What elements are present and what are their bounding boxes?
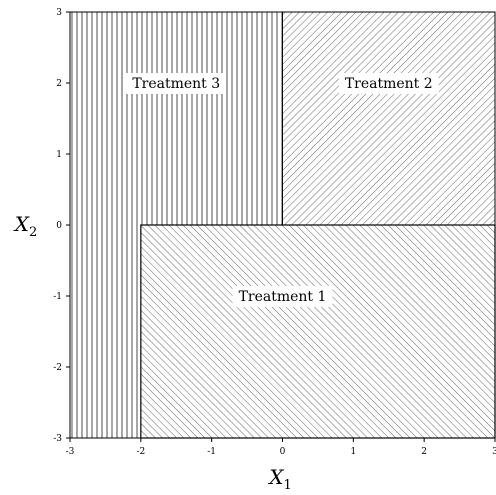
treatment-1-label-text: Treatment 1 bbox=[239, 289, 327, 305]
y-tick-label: 1 bbox=[56, 150, 62, 160]
x-tick-label: 3 bbox=[492, 447, 496, 457]
treatment-3-label-text: Treatment 3 bbox=[132, 76, 220, 92]
y-tick-label: -1 bbox=[53, 292, 62, 302]
x-tick-label: 0 bbox=[280, 447, 286, 457]
x-tick-label: -1 bbox=[207, 447, 216, 457]
treatment-3-region-top bbox=[70, 12, 283, 225]
y-tick-label: 3 bbox=[56, 8, 62, 18]
x-axis-title: X1 bbox=[267, 465, 292, 493]
x-tick-label: -3 bbox=[66, 447, 75, 457]
x-tick-label: 2 bbox=[421, 447, 427, 457]
x-tick-label: 1 bbox=[350, 447, 356, 457]
regions-group bbox=[70, 11, 496, 439]
y-ticks-group: -3 -2 -1 0 1 2 3 bbox=[53, 8, 70, 444]
y-tick-label: 2 bbox=[56, 79, 62, 89]
treatment-2-region bbox=[282, 11, 496, 226]
x-tick-label: -2 bbox=[136, 447, 145, 457]
treatment-1-label: Treatment 1 bbox=[232, 286, 333, 307]
treatment-2-label: Treatment 2 bbox=[338, 73, 439, 94]
y-tick-label: -2 bbox=[53, 363, 62, 373]
treatment-3-label: Treatment 3 bbox=[126, 73, 227, 94]
x-ticks-group: -3 -2 -1 0 1 2 3 bbox=[66, 438, 496, 457]
treatment-2-label-text: Treatment 2 bbox=[345, 76, 433, 92]
treatment-3-region-bottom bbox=[70, 225, 141, 438]
treatment-1-region bbox=[140, 224, 496, 439]
y-axis-title: X2 bbox=[13, 212, 38, 240]
y-tick-label: 0 bbox=[56, 221, 62, 231]
y-tick-label: -3 bbox=[53, 434, 62, 444]
